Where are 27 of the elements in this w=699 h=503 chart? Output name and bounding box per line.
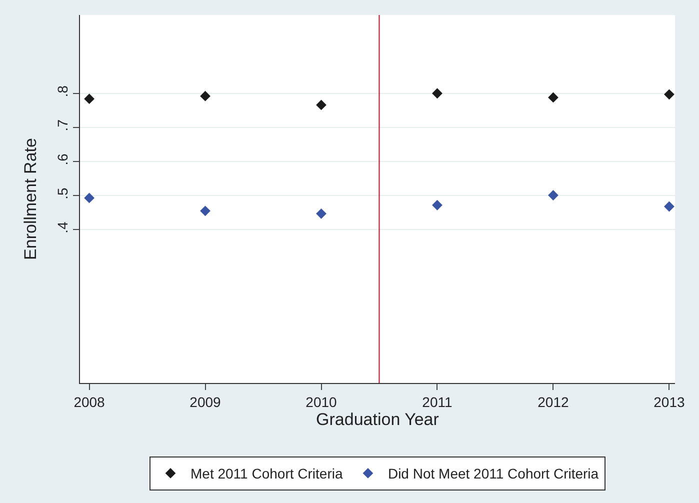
y-tick-label: .8 <box>54 85 70 98</box>
x-tick-label: 2011 <box>422 394 452 410</box>
y-tick-label: .5 <box>54 187 70 200</box>
y-tick-label: .7 <box>54 119 70 132</box>
x-tick-label: 2010 <box>306 394 338 410</box>
x-tick-label: 2013 <box>654 394 685 410</box>
point <box>548 190 558 200</box>
legend-label: Did Not Meet 2011 Cohort Criteria <box>388 466 599 482</box>
x-tick-label: 2008 <box>74 394 106 410</box>
legend-label: Met 2011 Cohort Criteria <box>190 466 343 482</box>
y-tick-label: .6 <box>54 153 70 166</box>
point <box>200 206 210 216</box>
y-axis-title: Enrollment Rate <box>21 138 40 260</box>
point <box>432 88 442 99</box>
point <box>84 94 94 104</box>
x-axis-title: Graduation Year <box>316 410 440 429</box>
point <box>84 192 94 204</box>
point <box>316 208 326 219</box>
y-tick-label: .4 <box>54 222 70 234</box>
point <box>664 89 674 100</box>
point <box>432 200 442 210</box>
x-tick-label: 2012 <box>538 394 569 410</box>
point <box>200 90 210 102</box>
point <box>664 201 674 212</box>
point <box>548 92 558 103</box>
x-tick-label: 2009 <box>190 394 222 410</box>
point <box>316 100 326 110</box>
